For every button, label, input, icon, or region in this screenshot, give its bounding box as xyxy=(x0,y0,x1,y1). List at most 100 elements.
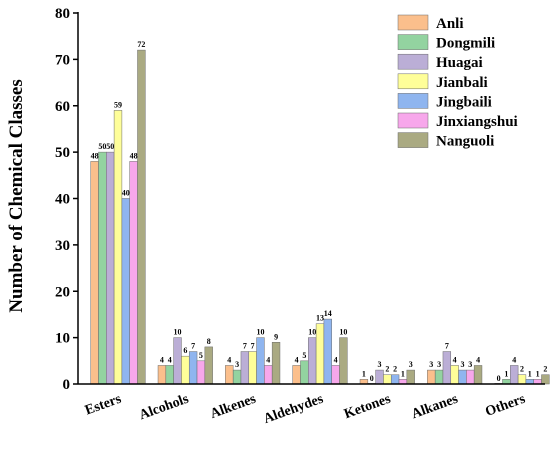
data-label: 4 xyxy=(227,355,231,364)
bar-esters-jinxiangshui xyxy=(129,161,138,385)
bar-others-nanguoli xyxy=(541,374,550,385)
data-label: 10 xyxy=(308,328,316,337)
bar-alcohols-jingbaili xyxy=(188,351,198,385)
y-tick-label: 50 xyxy=(55,145,70,161)
data-label: 10 xyxy=(256,328,264,337)
data-label: 3 xyxy=(429,360,433,369)
bar-aldehydes-nanguoli xyxy=(339,337,348,385)
data-label: 1 xyxy=(362,369,366,378)
bar-alkenes-jianbali xyxy=(248,351,257,385)
x-tick-label: Others xyxy=(484,391,528,419)
y-tick-label: 80 xyxy=(55,6,70,22)
legend-swatch xyxy=(397,73,429,90)
x-tick-label: Alkenes xyxy=(208,391,258,422)
data-label: 5 xyxy=(199,351,203,360)
data-label: 4 xyxy=(453,355,457,364)
data-label: 3 xyxy=(468,360,472,369)
y-tick-label: 20 xyxy=(55,284,70,300)
data-label: 1 xyxy=(536,369,540,378)
data-label: 4 xyxy=(168,355,172,364)
legend-label: Nanguoli xyxy=(436,134,494,150)
bar-alkanes-anli xyxy=(427,369,436,385)
data-label: 48 xyxy=(91,151,99,160)
data-label: 3 xyxy=(235,360,239,369)
legend-label: Jingbaili xyxy=(436,94,492,110)
bar-ketones-huagai xyxy=(375,369,384,385)
bar-esters-jianbali xyxy=(113,110,123,385)
legend-swatch xyxy=(397,53,429,70)
bar-aldehydes-huagai xyxy=(308,337,317,385)
data-label: 7 xyxy=(243,342,247,351)
bar-alkanes-jinxiangshui xyxy=(466,369,475,385)
data-label: 13 xyxy=(316,314,324,323)
data-label: 3 xyxy=(409,360,413,369)
legend-label: Jianbali xyxy=(436,75,488,91)
bar-aldehydes-jianbali xyxy=(315,323,325,385)
legend-swatch xyxy=(397,14,429,31)
data-label: 4 xyxy=(334,355,338,364)
bar-alkenes-dongmili xyxy=(232,369,242,385)
y-tick-label: 40 xyxy=(55,192,70,208)
bar-alcohols-anli xyxy=(157,365,167,385)
data-label: 4 xyxy=(476,355,480,364)
bar-esters-nanguoli xyxy=(137,49,146,385)
bar-alcohols-dongmili xyxy=(165,365,174,385)
data-label: 7 xyxy=(191,342,195,351)
x-tick-label: Aldehydes xyxy=(262,391,326,427)
data-label: 50 xyxy=(106,142,114,151)
y-tick-label: 30 xyxy=(55,238,70,254)
bar-ketones-jingbaili xyxy=(390,374,400,385)
bar-alkenes-jingbaili xyxy=(256,337,265,385)
bar-alkanes-huagai xyxy=(442,351,452,385)
bar-alcohols-jianbali xyxy=(181,355,190,385)
data-label: 7 xyxy=(251,342,255,351)
y-tick-label: 10 xyxy=(55,331,70,347)
data-label: 10 xyxy=(339,328,347,337)
data-label: 14 xyxy=(324,309,332,318)
y-axis-title: Number of Chemical Classes xyxy=(6,79,27,312)
data-label: 4 xyxy=(266,355,270,364)
y-tick-label: 0 xyxy=(63,377,71,393)
bar-layer xyxy=(90,49,550,385)
legend-label: Dongmili xyxy=(436,36,495,52)
bar-alkanes-nanguoli xyxy=(473,365,483,385)
bar-esters-anli xyxy=(90,161,99,385)
legend-label: Jinxiangshui xyxy=(436,114,518,130)
bar-esters-jingbaili xyxy=(121,198,130,385)
data-label: 48 xyxy=(130,151,138,160)
x-tick-label: Alkanes xyxy=(410,391,461,422)
data-label: 50 xyxy=(98,142,106,151)
data-label: 3 xyxy=(437,360,441,369)
data-label: 2 xyxy=(543,365,547,374)
data-label: 8 xyxy=(207,337,211,346)
data-label: 72 xyxy=(137,40,145,49)
x-tick-label: Esters xyxy=(83,391,124,418)
data-label: 4 xyxy=(160,355,164,364)
bar-alkenes-jinxiangshui xyxy=(264,365,273,385)
data-label: 2 xyxy=(520,365,524,374)
legend-label: Anli xyxy=(436,16,464,32)
data-label: 0 xyxy=(370,374,374,383)
data-label: 2 xyxy=(393,365,397,374)
bar-ketones-nanguoli xyxy=(406,369,415,385)
data-label: 1 xyxy=(528,369,532,378)
x-tick-label: Ketones xyxy=(342,391,393,422)
x-axis-ticks: Esters Alcohols Alkenes Aldehydes Ketones Alk… xyxy=(83,391,528,427)
bar-esters-huagai xyxy=(106,151,115,385)
data-label: 4 xyxy=(295,355,299,364)
bar-ketones-jianbali xyxy=(383,374,392,385)
legend-swatch xyxy=(397,34,429,50)
y-tick-label: 60 xyxy=(55,99,70,115)
bar-alcohols-huagai xyxy=(173,337,182,385)
data-label: 7 xyxy=(445,342,449,351)
data-label: 3 xyxy=(378,360,382,369)
legend-swatch xyxy=(397,93,429,109)
legend-swatch xyxy=(397,112,429,129)
data-label: 59 xyxy=(114,100,122,109)
bar-alkenes-huagai xyxy=(240,351,250,385)
y-tick-label: 70 xyxy=(55,52,70,68)
data-label: 1 xyxy=(401,369,405,378)
data-label: 10 xyxy=(174,328,182,337)
data-label: 40 xyxy=(122,189,130,198)
